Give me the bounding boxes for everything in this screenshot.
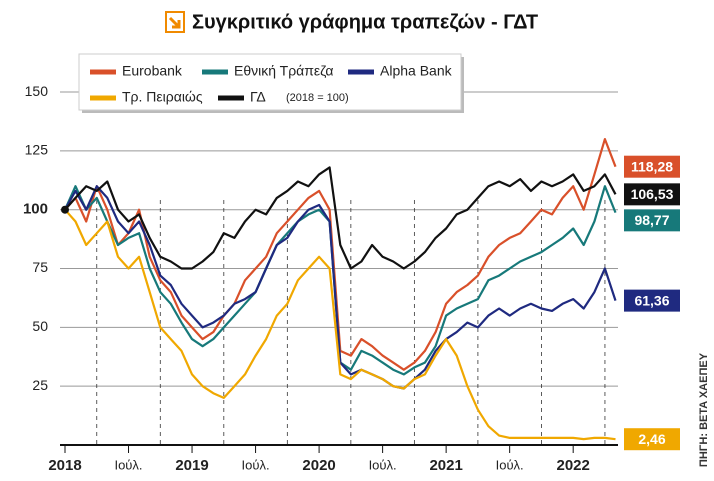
end-label-box (624, 428, 680, 451)
chart-title: Συγκριτικό γράφημα τραπεζών - ΓΔΤ (192, 11, 538, 33)
x-tick-label: Ιούλ. (242, 457, 270, 472)
end-label-box (624, 289, 680, 312)
series-line (64, 208, 616, 441)
x-tick-label: Ιούλ. (369, 457, 397, 472)
end-label-text: 106,53 (631, 186, 674, 202)
x-tick-label: 2018 (48, 457, 81, 474)
source: ΠΗΓΗ: BETA ΧΑΕΠΕΥ (698, 352, 710, 467)
legend-label: Eurobank (122, 63, 183, 79)
legend-label: Εθνική Τράπεζα (234, 63, 334, 79)
y-tick-label: 50 (32, 318, 48, 334)
end-label: 61,36 (624, 289, 680, 312)
x-tick-label: Ιούλ. (496, 457, 524, 472)
x-tick-label: 2022 (556, 457, 589, 474)
start-dot (61, 205, 69, 214)
end-label-box (624, 209, 680, 232)
end-label: 2,46 (624, 428, 680, 451)
legend-label: ΓΔ (250, 89, 266, 105)
legend-label: Τρ. Πειραιώς (122, 89, 203, 105)
series-line (64, 185, 617, 390)
end-label-box (624, 155, 680, 178)
x-tick-label: 2020 (302, 457, 335, 474)
end-label-text: 118,28 (631, 158, 673, 174)
y-tick-label: 100 (23, 201, 48, 218)
end-label: 106,53 (624, 183, 680, 206)
x-tick-label: 2019 (175, 457, 208, 474)
end-label: 118,28 (624, 155, 680, 178)
end-label-box (624, 183, 680, 206)
legend: Eurobank Εθνική Τράπεζα Alpha Bank Τρ. Πειρ… (78, 53, 464, 113)
legend-note: (2018 = 100) (286, 92, 349, 104)
title-icon (165, 11, 185, 33)
y-tick-label: 125 (25, 142, 49, 158)
end-label-text: 2,46 (638, 431, 665, 447)
end-label-text: 61,36 (634, 292, 669, 308)
end-label: 98,77 (624, 209, 680, 232)
x-tick-label: 2021 (429, 457, 462, 474)
end-label-text: 98,77 (634, 212, 669, 228)
y-tick-label: 150 (25, 83, 49, 99)
legend-label: Alpha Bank (380, 63, 453, 79)
legend-box (78, 53, 462, 111)
y-tick-label: 75 (32, 259, 48, 275)
y-tick-label: 25 (32, 377, 48, 393)
x-tick-label: Ιούλ. (114, 457, 142, 472)
series-line (64, 166, 617, 270)
